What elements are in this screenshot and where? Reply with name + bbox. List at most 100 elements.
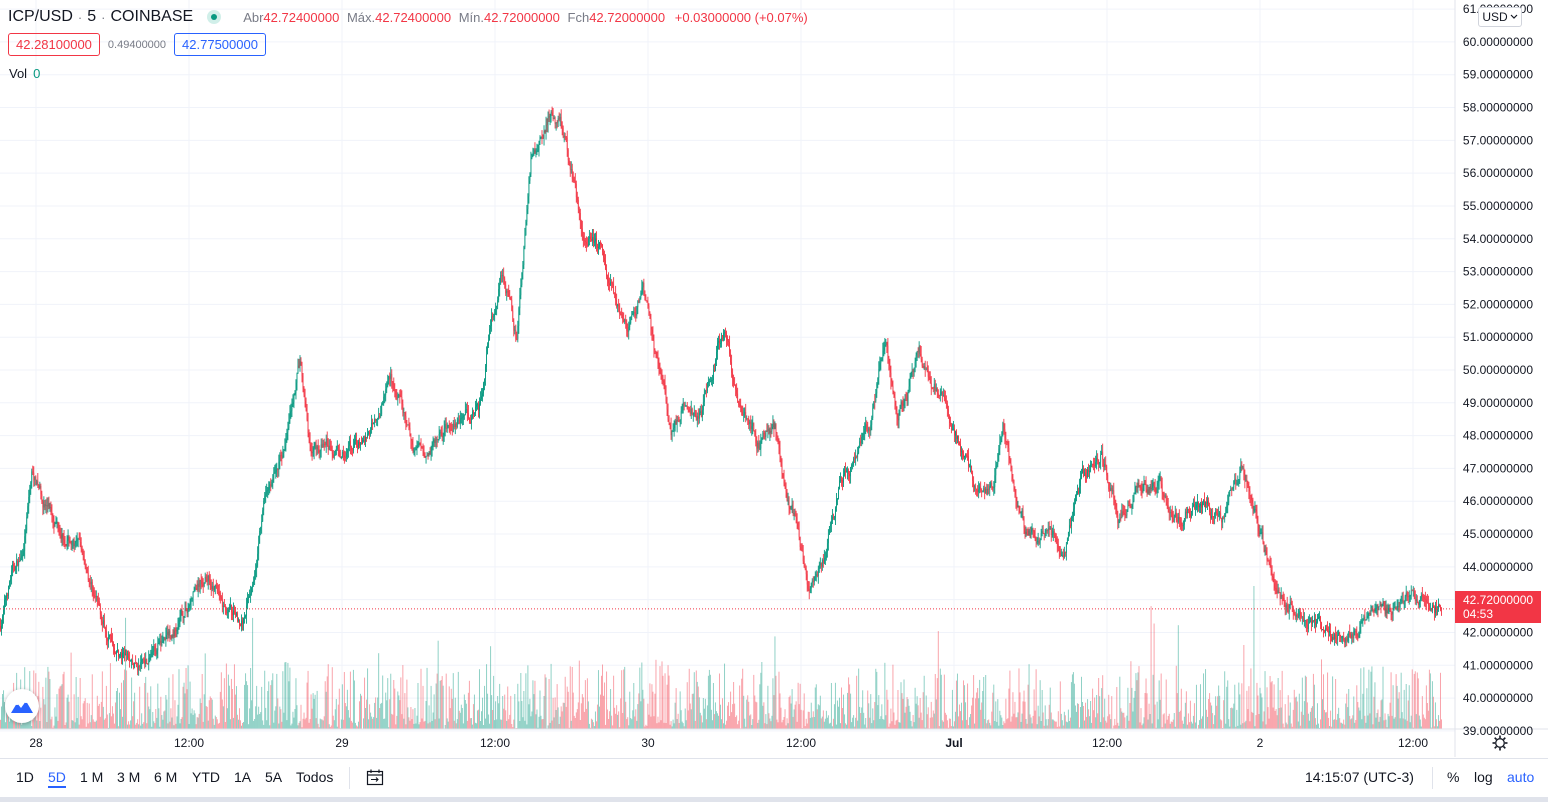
volume-bar [1130, 661, 1132, 729]
volume-bar [687, 710, 689, 729]
volume-bar [410, 707, 412, 729]
volume-bar [935, 699, 937, 729]
range-6m-button[interactable]: 6 M [154, 769, 178, 785]
volume-bar [335, 699, 337, 729]
volume-bar [614, 707, 616, 729]
volume-bar [951, 689, 953, 729]
sell-button[interactable]: 42.28100000 [8, 33, 100, 56]
volume-bar [176, 716, 178, 729]
chart-canvas[interactable]: 39.00000000 40.00000000 41.00000000 42.0000… [0, 0, 1548, 760]
volume-bar [1312, 673, 1314, 729]
range-all-button[interactable]: Todos [296, 769, 334, 785]
time-axis[interactable]: 28 12:00 29 12:00 30 12:00 Jul 12:00 2 12:00 [29, 736, 1428, 750]
volume-bar [995, 701, 997, 729]
market-open-icon[interactable] [207, 10, 222, 24]
volume-bar [1104, 698, 1106, 729]
range-ytd-button[interactable]: YTD [192, 769, 220, 785]
volume-bar [566, 686, 568, 729]
volume-bar [398, 695, 400, 729]
volume-bar [224, 722, 226, 729]
volume-bar [337, 704, 339, 729]
volume-bar [531, 711, 533, 729]
volume-bar [192, 714, 194, 729]
volume-bar [78, 724, 80, 729]
volume-bar [1385, 719, 1387, 729]
volume-bar [923, 675, 925, 729]
volume-bar [1260, 693, 1262, 729]
volume-bar [1221, 720, 1223, 729]
range-3m-button[interactable]: 3 M [117, 769, 141, 785]
range-5d-button[interactable]: 5D [48, 769, 66, 788]
price-tick-label: 51.00000000 [1463, 330, 1533, 344]
volume-bar [855, 717, 857, 729]
volume-bar [688, 668, 690, 729]
volume-bar [1276, 715, 1278, 729]
volume-bar [916, 696, 918, 729]
volume-bar [131, 677, 133, 729]
volume-bar [1433, 726, 1435, 729]
time-tick-label: 12:00 [174, 736, 204, 750]
volume-bar [1325, 712, 1327, 729]
log-scale-toggle[interactable]: log [1474, 769, 1493, 785]
symbol-title[interactable]: ICP/USD [8, 8, 73, 25]
volume-bar [327, 664, 329, 729]
tradingview-logo-icon[interactable] [5, 689, 39, 723]
volume-bar [540, 715, 542, 729]
volume-bar [130, 720, 132, 729]
volume-bar [492, 710, 494, 729]
candle-bodies-down [0, 112, 1442, 671]
volume-bar [896, 719, 898, 729]
volume-bar [223, 678, 225, 729]
volume-bar [1175, 665, 1177, 729]
gear-icon[interactable] [1491, 734, 1509, 752]
volume-bar [51, 716, 53, 729]
volume-bar [652, 691, 654, 729]
volume-bar [406, 679, 408, 729]
volume-bar [1034, 710, 1036, 729]
range-1d-button[interactable]: 1D [16, 769, 34, 785]
clock-timezone[interactable]: 14:15:07 (UTC-3) [1305, 769, 1414, 785]
volume-bar [190, 713, 192, 729]
volume-bar [468, 680, 470, 729]
volume-bar [21, 724, 23, 729]
volume-bar [1435, 719, 1437, 729]
volume-bar [757, 722, 759, 729]
price-axis[interactable]: 39.00000000 40.00000000 41.00000000 42.0000… [1463, 2, 1533, 738]
percent-scale-toggle[interactable]: % [1447, 769, 1460, 785]
volume-bar [1066, 722, 1068, 729]
volume-bar [1275, 709, 1277, 729]
volume-bar [483, 725, 485, 729]
volume-bar [830, 683, 832, 729]
volume-bar [702, 698, 704, 729]
volume-bar [405, 724, 407, 729]
volume-bar [637, 704, 639, 729]
volume-bar [1105, 720, 1107, 729]
volume-bar [91, 674, 93, 729]
currency-select[interactable]: USD [1478, 7, 1522, 27]
volume-bar [393, 680, 395, 729]
volume-bar [1407, 700, 1409, 729]
volume-bar [773, 695, 775, 729]
volume-bar [351, 722, 353, 729]
calendar-goto-icon[interactable] [366, 769, 384, 786]
volume-bar [1228, 719, 1230, 729]
volume-bar [501, 719, 503, 729]
volume-bar [1344, 724, 1346, 729]
auto-scale-toggle[interactable]: auto [1507, 769, 1535, 785]
range-1y-button[interactable]: 1A [234, 769, 252, 785]
buy-button[interactable]: 42.77500000 [174, 33, 266, 56]
volume-bar [1256, 682, 1258, 729]
volume-bar [887, 699, 889, 729]
volume-bar [901, 693, 903, 729]
volume-bar [1311, 706, 1313, 729]
volume-bar [656, 723, 658, 729]
range-1m-button[interactable]: 1 M [80, 769, 104, 785]
volume-bar [390, 673, 392, 729]
volume-bar [1281, 670, 1283, 729]
volume-bar [850, 693, 852, 729]
volume-bar [646, 725, 648, 729]
volume-bar [275, 706, 277, 729]
volume-bar [832, 718, 834, 729]
volume-bar [1197, 724, 1199, 729]
range-5y-button[interactable]: 5A [265, 769, 283, 785]
